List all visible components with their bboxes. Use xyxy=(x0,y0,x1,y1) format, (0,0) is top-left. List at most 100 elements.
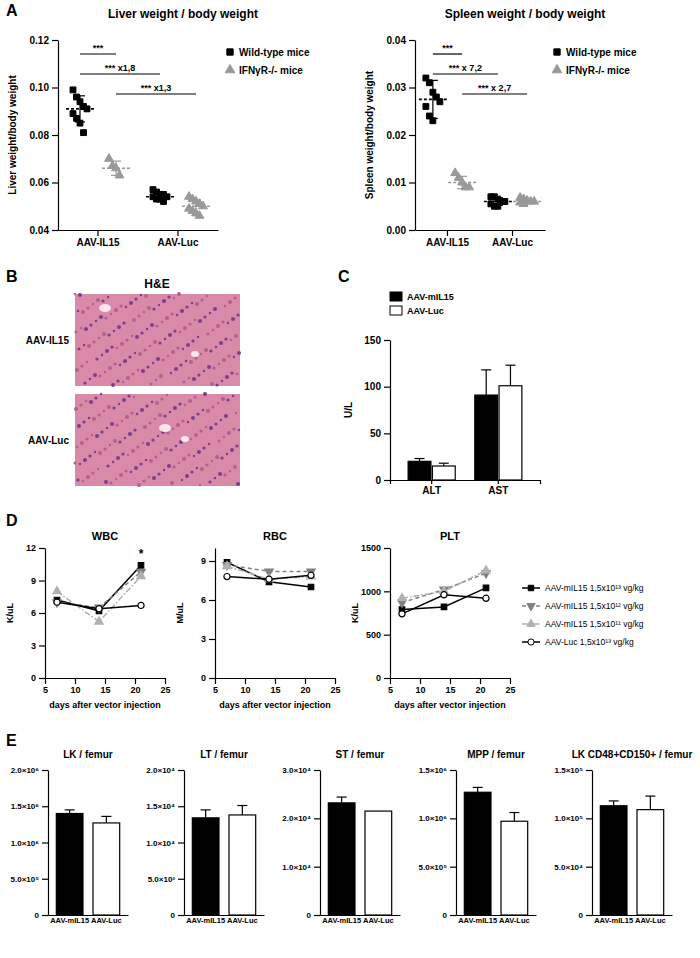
image-texture xyxy=(149,382,152,385)
tick-label: 9 xyxy=(31,576,36,586)
series-line xyxy=(57,565,141,611)
tick-mark xyxy=(209,561,215,562)
image-texture xyxy=(208,443,210,445)
tick-mark xyxy=(450,867,456,868)
image-texture xyxy=(181,479,183,481)
image-texture xyxy=(109,481,112,484)
legend-marker xyxy=(528,585,533,590)
image-texture xyxy=(130,471,132,473)
chart-title: LK / femur xyxy=(63,749,113,760)
tick-label: 5 xyxy=(213,685,218,695)
image-texture xyxy=(200,353,202,355)
error-line xyxy=(432,80,433,118)
image-texture xyxy=(103,410,105,412)
image-texture xyxy=(158,304,160,306)
image-texture xyxy=(119,364,121,366)
tick-label: 0 xyxy=(579,911,584,920)
image-texture xyxy=(185,474,189,478)
tick-label: 1.5×10⁶ xyxy=(419,766,448,775)
point xyxy=(398,593,406,600)
comparison-line xyxy=(80,73,160,74)
data-area xyxy=(408,365,522,480)
image-texture xyxy=(110,313,112,315)
image-texture xyxy=(236,482,240,486)
image-texture xyxy=(89,400,93,404)
image-texture xyxy=(200,298,203,301)
tick: 15 xyxy=(270,678,280,695)
image-texture xyxy=(116,347,118,349)
axis: ALTAST xyxy=(391,480,541,496)
image-texture xyxy=(205,463,208,466)
axis: AAV-mIL15AAV-Luc xyxy=(593,915,673,925)
image-texture xyxy=(184,404,186,406)
plot: 0.000.010.020.030.04AAV-IL15AAV-Luc*****… xyxy=(364,7,637,248)
image-texture xyxy=(230,371,233,374)
image-texture xyxy=(176,314,178,316)
panel-label: B xyxy=(6,268,18,285)
plot: 05.0×10⁵1.0×10⁶1.5×10⁶2.0×10⁶AAV-mIL15AA… xyxy=(11,749,129,925)
image-texture xyxy=(213,307,217,311)
axis: AAV-mIL15AAV-Luc xyxy=(49,915,129,925)
image-texture xyxy=(101,299,104,302)
tick: 0.12 xyxy=(30,35,58,46)
series-line xyxy=(402,571,486,599)
tick: AAV-Luc xyxy=(492,230,533,248)
data-area xyxy=(56,810,119,915)
tick-mark xyxy=(209,600,215,601)
tick-mark xyxy=(480,678,481,684)
legend-label: AAV-Luc 1,5x10¹³ vg/kg xyxy=(545,637,634,647)
image-texture xyxy=(182,348,184,350)
tick-label: 20 xyxy=(130,685,140,695)
axis-line xyxy=(391,481,541,485)
image-texture xyxy=(86,306,89,309)
image-texture xyxy=(194,433,198,437)
tick-mark xyxy=(39,678,45,679)
axis: 01.0×10⁴2.0×10⁴3.0×10⁴ xyxy=(282,766,320,920)
image-texture xyxy=(145,459,147,461)
tick: 0 xyxy=(171,911,184,920)
bar xyxy=(432,466,455,480)
error-cap xyxy=(457,188,467,189)
tick-label: AAV-mIL15 xyxy=(50,916,89,925)
tick-label: 0.00 xyxy=(387,225,407,236)
tick-label: AAV-Luc xyxy=(363,916,394,925)
image-texture xyxy=(94,396,97,399)
image-texture xyxy=(121,420,123,422)
series-line xyxy=(57,576,141,622)
image-texture xyxy=(181,419,184,422)
image-texture xyxy=(214,477,216,479)
image-texture xyxy=(162,299,166,303)
image-texture xyxy=(164,338,166,340)
data-area xyxy=(53,563,145,624)
tick-mark xyxy=(510,678,511,684)
image-texture xyxy=(137,369,139,371)
tick: 15 xyxy=(100,678,110,695)
error-bar xyxy=(473,787,483,792)
bar xyxy=(600,806,627,915)
image-texture xyxy=(193,395,196,398)
image-texture xyxy=(182,380,185,383)
image-texture xyxy=(146,365,149,368)
chart-title: Liver weight / body weight xyxy=(108,7,258,21)
legend-label: IFNγR-/- mice xyxy=(239,65,303,76)
image-texture xyxy=(202,446,205,449)
image-texture xyxy=(197,450,201,454)
error-cap xyxy=(155,193,165,194)
tick-mark xyxy=(178,879,184,880)
image-texture xyxy=(155,324,158,327)
image-texture xyxy=(89,323,92,326)
tick-label: 5.0×10³ xyxy=(148,875,176,884)
image-texture xyxy=(170,481,174,485)
tick-label: 5.0×10⁵ xyxy=(11,875,40,884)
series-line xyxy=(402,573,486,602)
image-texture xyxy=(178,462,180,464)
image-texture xyxy=(161,321,163,323)
tick: 3 xyxy=(31,641,45,651)
image-texture xyxy=(176,423,180,427)
image-texture xyxy=(86,361,88,363)
tick: AAV-mIL15 xyxy=(186,915,225,925)
image-texture xyxy=(126,376,130,380)
image-texture xyxy=(199,429,202,432)
tick: AAV-IL15 xyxy=(76,230,120,248)
comparison-label: *** xyxy=(93,43,104,53)
